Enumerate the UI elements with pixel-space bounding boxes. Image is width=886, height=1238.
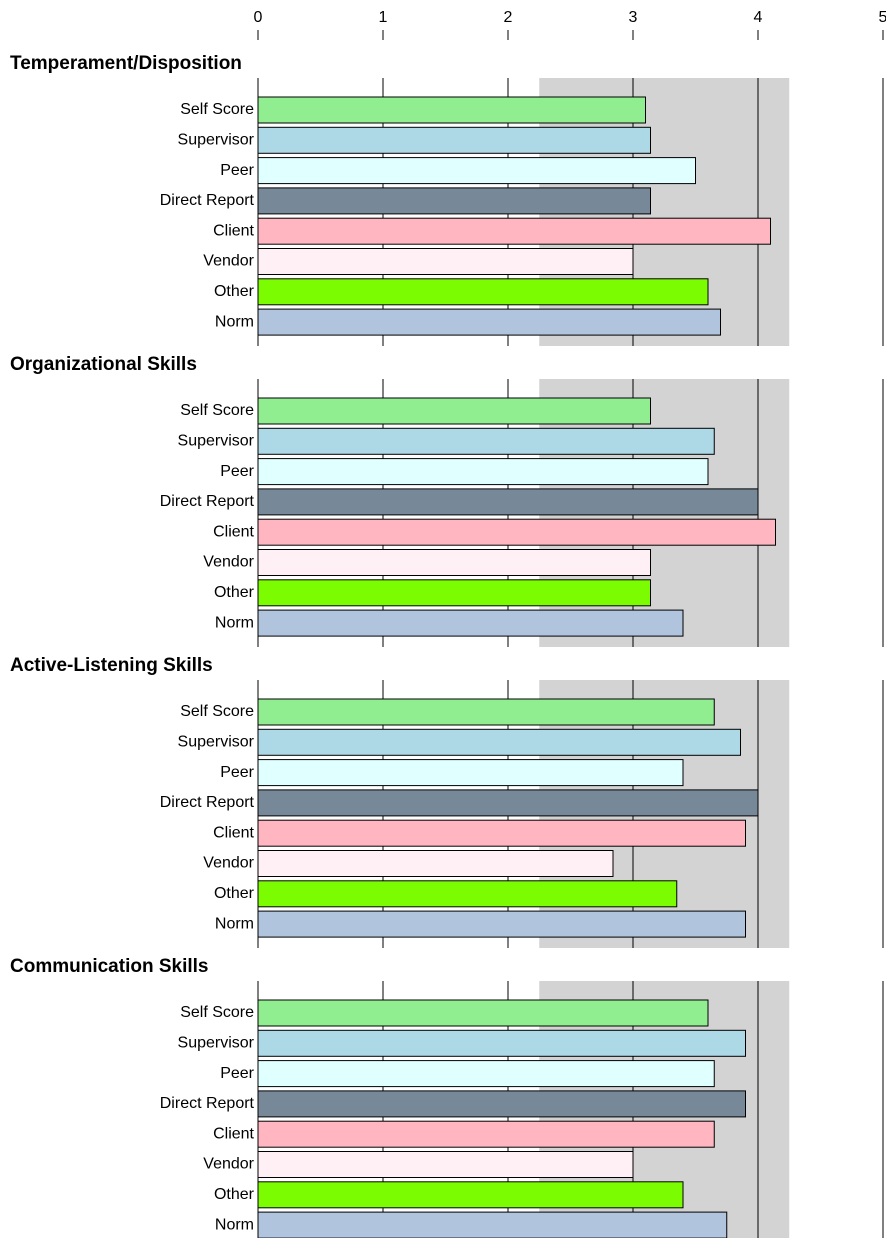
category-label: Vendor bbox=[203, 1156, 254, 1173]
bar bbox=[257, 819, 746, 847]
category-label: Peer bbox=[220, 764, 254, 781]
x-tick-label: 1 bbox=[379, 9, 388, 26]
x-tick-label: 2 bbox=[504, 9, 513, 26]
bar bbox=[257, 488, 759, 516]
group-title: Organizational Skills bbox=[10, 354, 197, 375]
category-label: Other bbox=[214, 584, 255, 601]
category-label: Client bbox=[213, 824, 254, 841]
bar bbox=[257, 96, 646, 124]
bar bbox=[257, 397, 651, 425]
group-title: Communication Skills bbox=[10, 956, 208, 977]
category-label: Direct Report bbox=[160, 1095, 255, 1112]
category-label: Peer bbox=[220, 463, 254, 480]
bar bbox=[257, 698, 715, 726]
bar bbox=[257, 1211, 728, 1238]
bar bbox=[257, 728, 741, 756]
category-label: Other bbox=[214, 1186, 255, 1203]
category-label: Supervisor bbox=[178, 433, 255, 450]
category-label: Client bbox=[213, 523, 254, 540]
x-tick-label: 4 bbox=[754, 9, 763, 26]
category-label: Supervisor bbox=[178, 1035, 255, 1052]
category-label: Peer bbox=[220, 162, 254, 179]
category-label: Vendor bbox=[203, 554, 254, 571]
bar bbox=[257, 157, 696, 185]
bar bbox=[257, 518, 776, 546]
category-label: Supervisor bbox=[178, 734, 255, 751]
bar bbox=[257, 759, 684, 787]
bar bbox=[257, 549, 651, 576]
bar bbox=[257, 609, 684, 637]
category-label: Vendor bbox=[203, 253, 254, 270]
bar bbox=[257, 308, 721, 336]
category-label: Client bbox=[213, 1125, 254, 1142]
bar bbox=[257, 1029, 746, 1057]
category-label: Self Score bbox=[180, 703, 254, 720]
bar bbox=[257, 850, 614, 877]
category-label: Norm bbox=[215, 915, 254, 932]
category-label: Direct Report bbox=[160, 794, 255, 811]
category-label: Norm bbox=[215, 313, 254, 330]
category-label: Self Score bbox=[180, 101, 254, 118]
category-label: Direct Report bbox=[160, 192, 255, 209]
category-label: Supervisor bbox=[178, 132, 255, 149]
category-label: Self Score bbox=[180, 402, 254, 419]
category-label: Peer bbox=[220, 1065, 254, 1082]
category-label: Norm bbox=[215, 614, 254, 631]
category-label: Norm bbox=[215, 1216, 254, 1233]
bar bbox=[257, 217, 771, 245]
bar bbox=[257, 579, 651, 607]
bar bbox=[257, 248, 634, 275]
group-title: Temperament/Disposition bbox=[10, 53, 242, 74]
category-label: Client bbox=[213, 222, 254, 239]
bar bbox=[257, 458, 709, 486]
bar bbox=[257, 999, 709, 1027]
bar bbox=[257, 126, 651, 154]
bar bbox=[257, 187, 651, 215]
bar bbox=[257, 1090, 746, 1118]
category-label: Vendor bbox=[203, 855, 254, 872]
bar bbox=[257, 1151, 634, 1178]
x-tick-label: 5 bbox=[879, 9, 886, 26]
group-title: Active-Listening Skills bbox=[10, 655, 213, 676]
bar bbox=[257, 789, 759, 817]
bar bbox=[257, 1181, 684, 1209]
category-label: Other bbox=[214, 283, 255, 300]
bar bbox=[257, 1120, 715, 1148]
x-tick-label: 3 bbox=[629, 9, 638, 26]
category-label: Other bbox=[214, 885, 255, 902]
bar bbox=[257, 278, 709, 306]
bar bbox=[257, 1060, 715, 1088]
bar bbox=[257, 910, 746, 938]
bar bbox=[257, 427, 715, 455]
bar bbox=[257, 880, 678, 908]
category-label: Direct Report bbox=[160, 493, 255, 510]
x-tick-label: 0 bbox=[254, 9, 263, 26]
category-label: Self Score bbox=[180, 1004, 254, 1021]
